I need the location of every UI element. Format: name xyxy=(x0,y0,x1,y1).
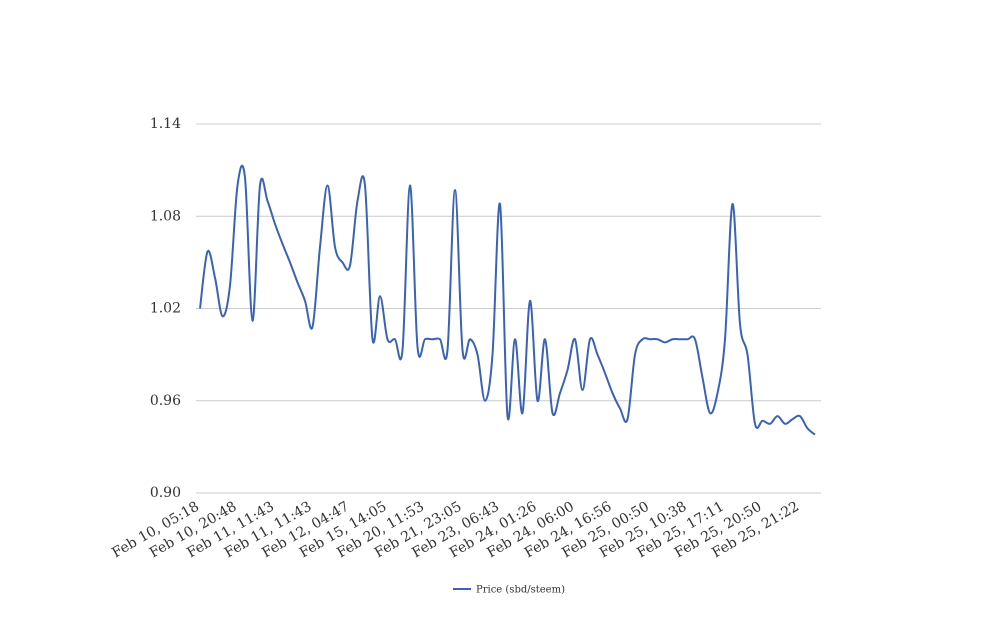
y-tick-label: 1.14 xyxy=(150,116,181,132)
y-tick-label: 0.96 xyxy=(150,393,181,409)
legend-label: Price (sbd/steem) xyxy=(476,585,565,596)
y-tick-label: 1.02 xyxy=(150,301,181,317)
y-tick-label: 0.90 xyxy=(150,485,181,501)
y-tick-label: 1.08 xyxy=(150,208,181,224)
price-line xyxy=(199,164,816,436)
